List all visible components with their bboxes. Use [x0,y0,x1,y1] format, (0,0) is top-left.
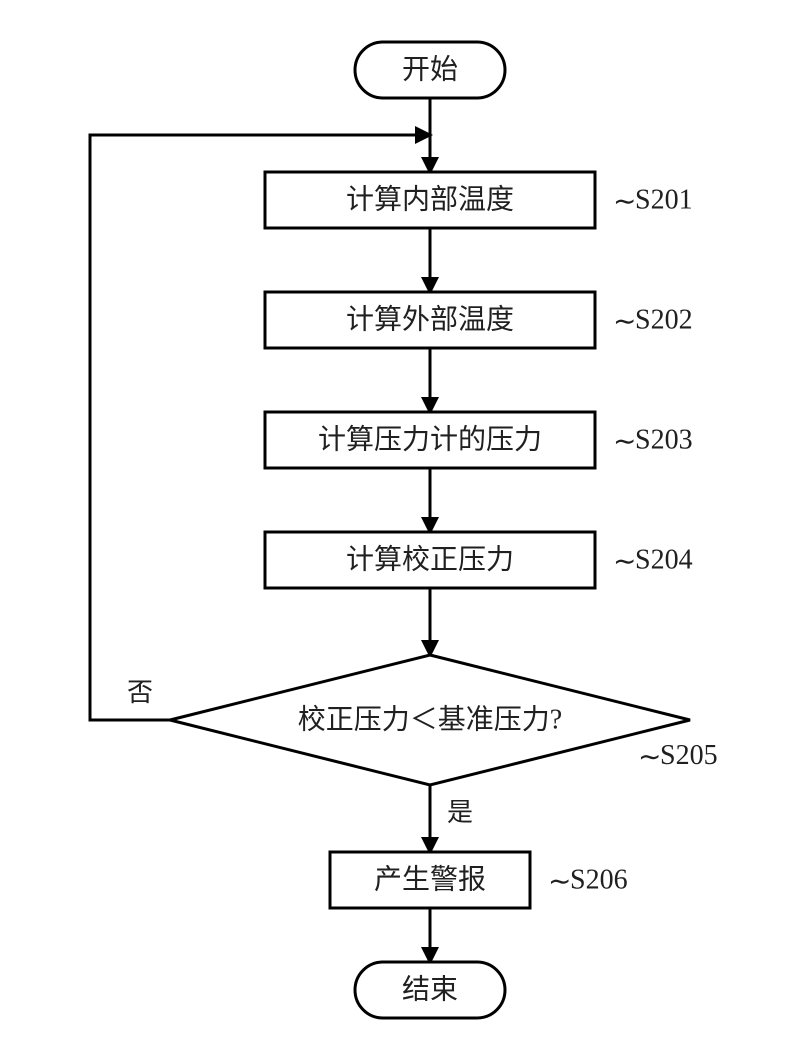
node-text-s201: 计算内部温度 [346,183,514,215]
node-s201: 计算内部温度 [265,172,595,228]
node-text-start: 开始 [402,53,458,85]
ref-tilde-s203: ∼ [613,426,636,457]
flowchart-root: 是否开始计算内部温度∼S201计算外部温度∼S202计算压力计的压力∼S203计… [0,0,800,1039]
ref-tilde-s206: ∼ [548,866,571,897]
ref-tilde-s204: ∼ [613,546,636,577]
flowchart-svg: 是否开始计算内部温度∼S201计算外部温度∼S202计算压力计的压力∼S203计… [0,0,800,1039]
node-text-s202: 计算外部温度 [346,303,514,335]
edge-label-no: 否 [127,678,153,707]
node-text-s206: 产生警报 [374,863,486,895]
node-text-s203: 计算压力计的压力 [318,423,542,455]
ref-tilde-dec: ∼ [638,742,661,773]
node-end: 结束 [355,962,505,1018]
node-text-s204: 计算校正压力 [346,543,514,575]
node-s206: 产生警报 [330,852,530,908]
ref-label-s206: S206 [570,864,628,895]
node-s202: 计算外部温度 [265,292,595,348]
ref-label-s204: S204 [635,544,693,575]
ref-label-s202: S202 [635,304,693,335]
node-start: 开始 [355,42,505,98]
node-text-dec: 校正压力＜基准压力? [298,703,562,735]
node-dec: 校正压力＜基准压力? [170,655,690,785]
node-s204: 计算校正压力 [265,532,595,588]
ref-tilde-s201: ∼ [613,186,636,217]
node-text-end: 结束 [402,973,458,1005]
ref-label-dec: S205 [660,740,718,771]
node-s203: 计算压力计的压力 [265,412,595,468]
edge-label-dec-s206: 是 [447,798,473,827]
ref-label-s203: S203 [635,424,693,455]
ref-label-s201: S201 [635,184,693,215]
ref-tilde-s202: ∼ [613,306,636,337]
